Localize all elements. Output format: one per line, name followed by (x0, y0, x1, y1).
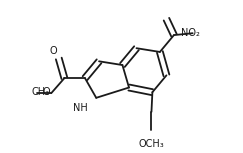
Text: O: O (42, 87, 50, 97)
Text: CH₃: CH₃ (32, 87, 50, 97)
Text: NH: NH (73, 103, 88, 113)
Text: O: O (50, 46, 57, 56)
Text: NO₂: NO₂ (182, 28, 200, 38)
Text: OCH₃: OCH₃ (139, 139, 164, 149)
